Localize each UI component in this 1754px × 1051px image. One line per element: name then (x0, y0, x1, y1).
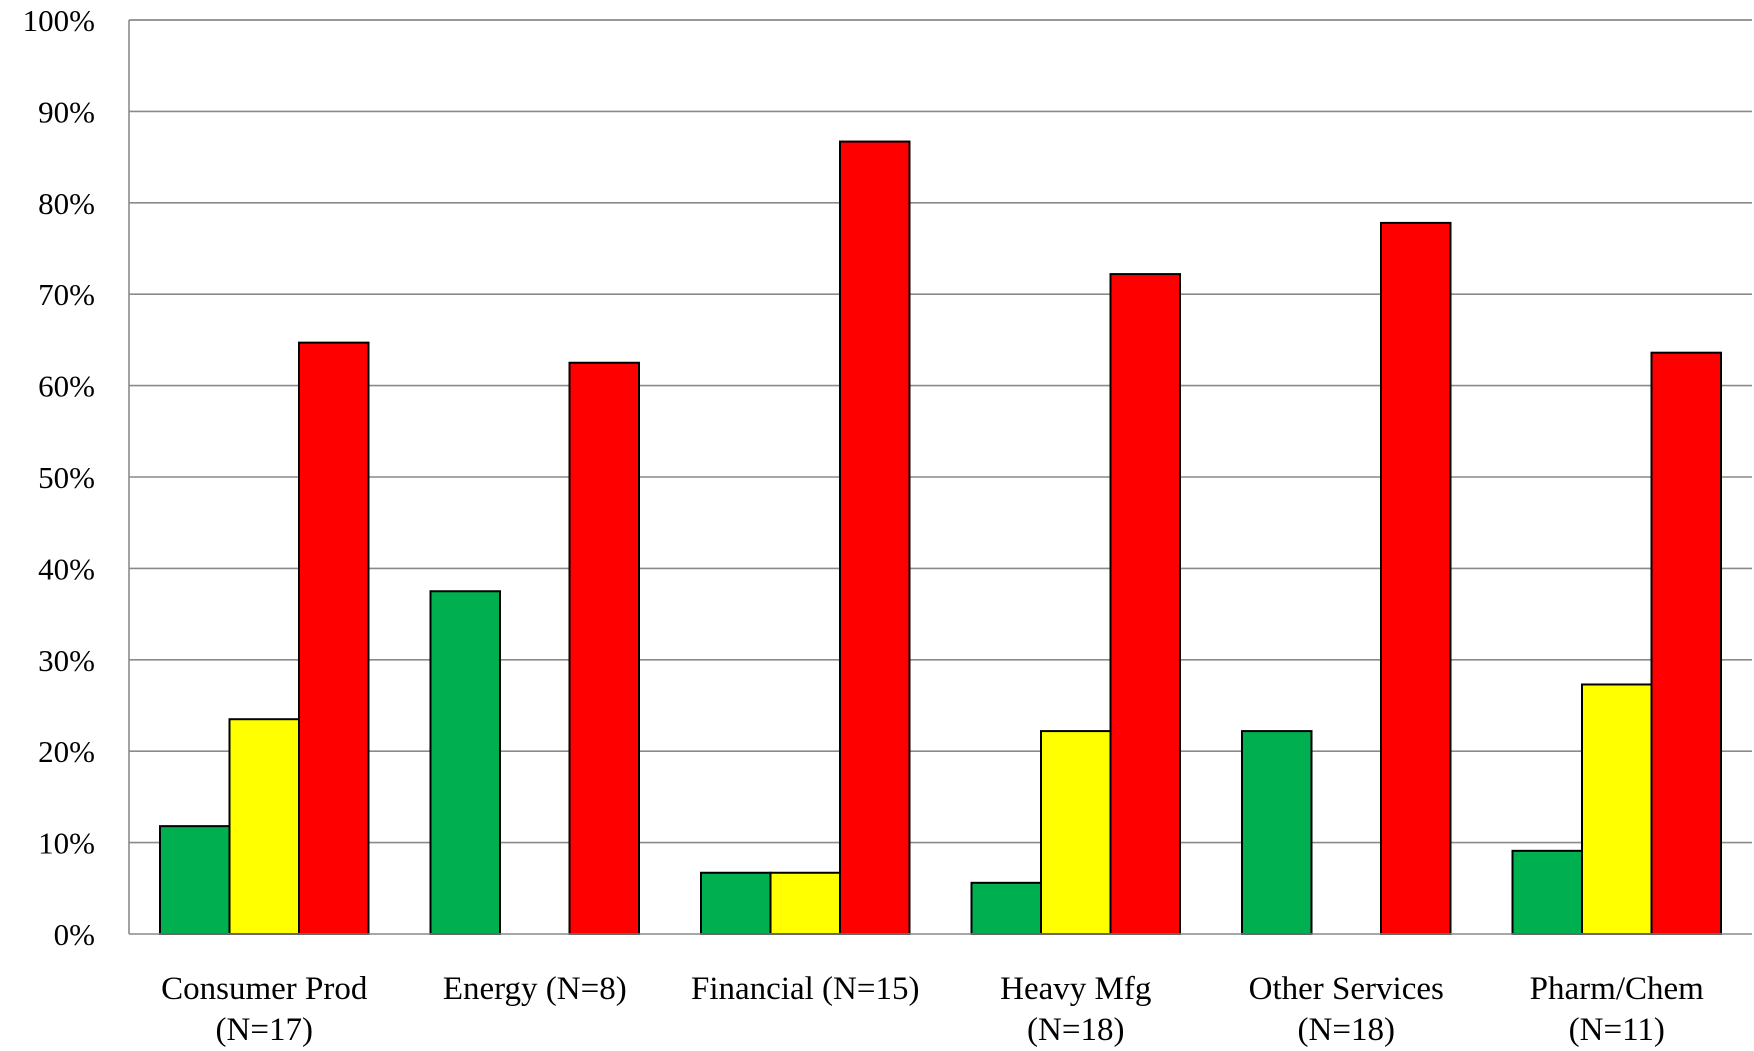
y-tick-label: 100% (23, 3, 95, 38)
axis-labels: 0% 10% 20% 30% 40% 50% 60% 70% 80% 90% 100% Consume… (23, 3, 1704, 1048)
bar (769, 871, 841, 936)
x-category-label: Energy (N=8) (443, 971, 627, 1007)
bar (700, 871, 772, 936)
x-category-label-line: (N=18) (1027, 1012, 1124, 1048)
x-category-label-line: (N=11) (1569, 1012, 1665, 1048)
y-tick-label: 10% (38, 826, 95, 861)
x-category-label-line: Consumer Prod (161, 971, 368, 1007)
x-category-label-line: Financial (N=15) (691, 971, 919, 1007)
bar (1380, 221, 1452, 935)
bar (568, 361, 640, 935)
x-category-label-line: (N=18) (1298, 1012, 1395, 1048)
y-tick-label: 60% (38, 369, 95, 404)
y-tick-label: 50% (38, 460, 95, 495)
y-tick-label: 70% (38, 277, 95, 312)
x-category-label-line: Heavy Mfg (1000, 971, 1151, 1007)
bar (970, 881, 1042, 935)
gridlines (129, 19, 1752, 844)
x-category-label-line: Pharm/Chem (1530, 971, 1704, 1007)
x-category-label: Financial (N=15) (691, 971, 919, 1007)
y-tick-label: 40% (38, 551, 95, 586)
x-category-label: Heavy Mfg (N=18) (1000, 971, 1151, 1048)
y-tick-label: 80% (38, 186, 95, 221)
bar (1040, 730, 1112, 935)
bars (159, 140, 1722, 936)
bar (1109, 273, 1181, 936)
y-tick-label: 90% (38, 94, 95, 129)
bar (1241, 730, 1313, 935)
x-category-label-line: Energy (N=8) (443, 971, 627, 1007)
y-tick-label: 20% (38, 734, 95, 769)
y-tick-label: 30% (38, 643, 95, 678)
bar (298, 341, 370, 935)
x-category-label: Consumer Prod (N=17) (161, 971, 368, 1048)
bar (1581, 683, 1653, 936)
bar (159, 825, 231, 936)
x-category-label-line: (N=17) (216, 1012, 313, 1048)
y-tick-label: 0% (54, 917, 95, 952)
bar (839, 140, 911, 935)
bar (429, 590, 501, 935)
bar (1650, 351, 1722, 936)
axes (128, 19, 1752, 935)
bar (1511, 849, 1583, 935)
x-category-label-line: Other Services (1249, 971, 1444, 1007)
bar (228, 718, 300, 936)
x-category-label: Pharm/Chem (N=11) (1530, 971, 1704, 1048)
x-category-label: Other Services (N=18) (1249, 971, 1444, 1048)
